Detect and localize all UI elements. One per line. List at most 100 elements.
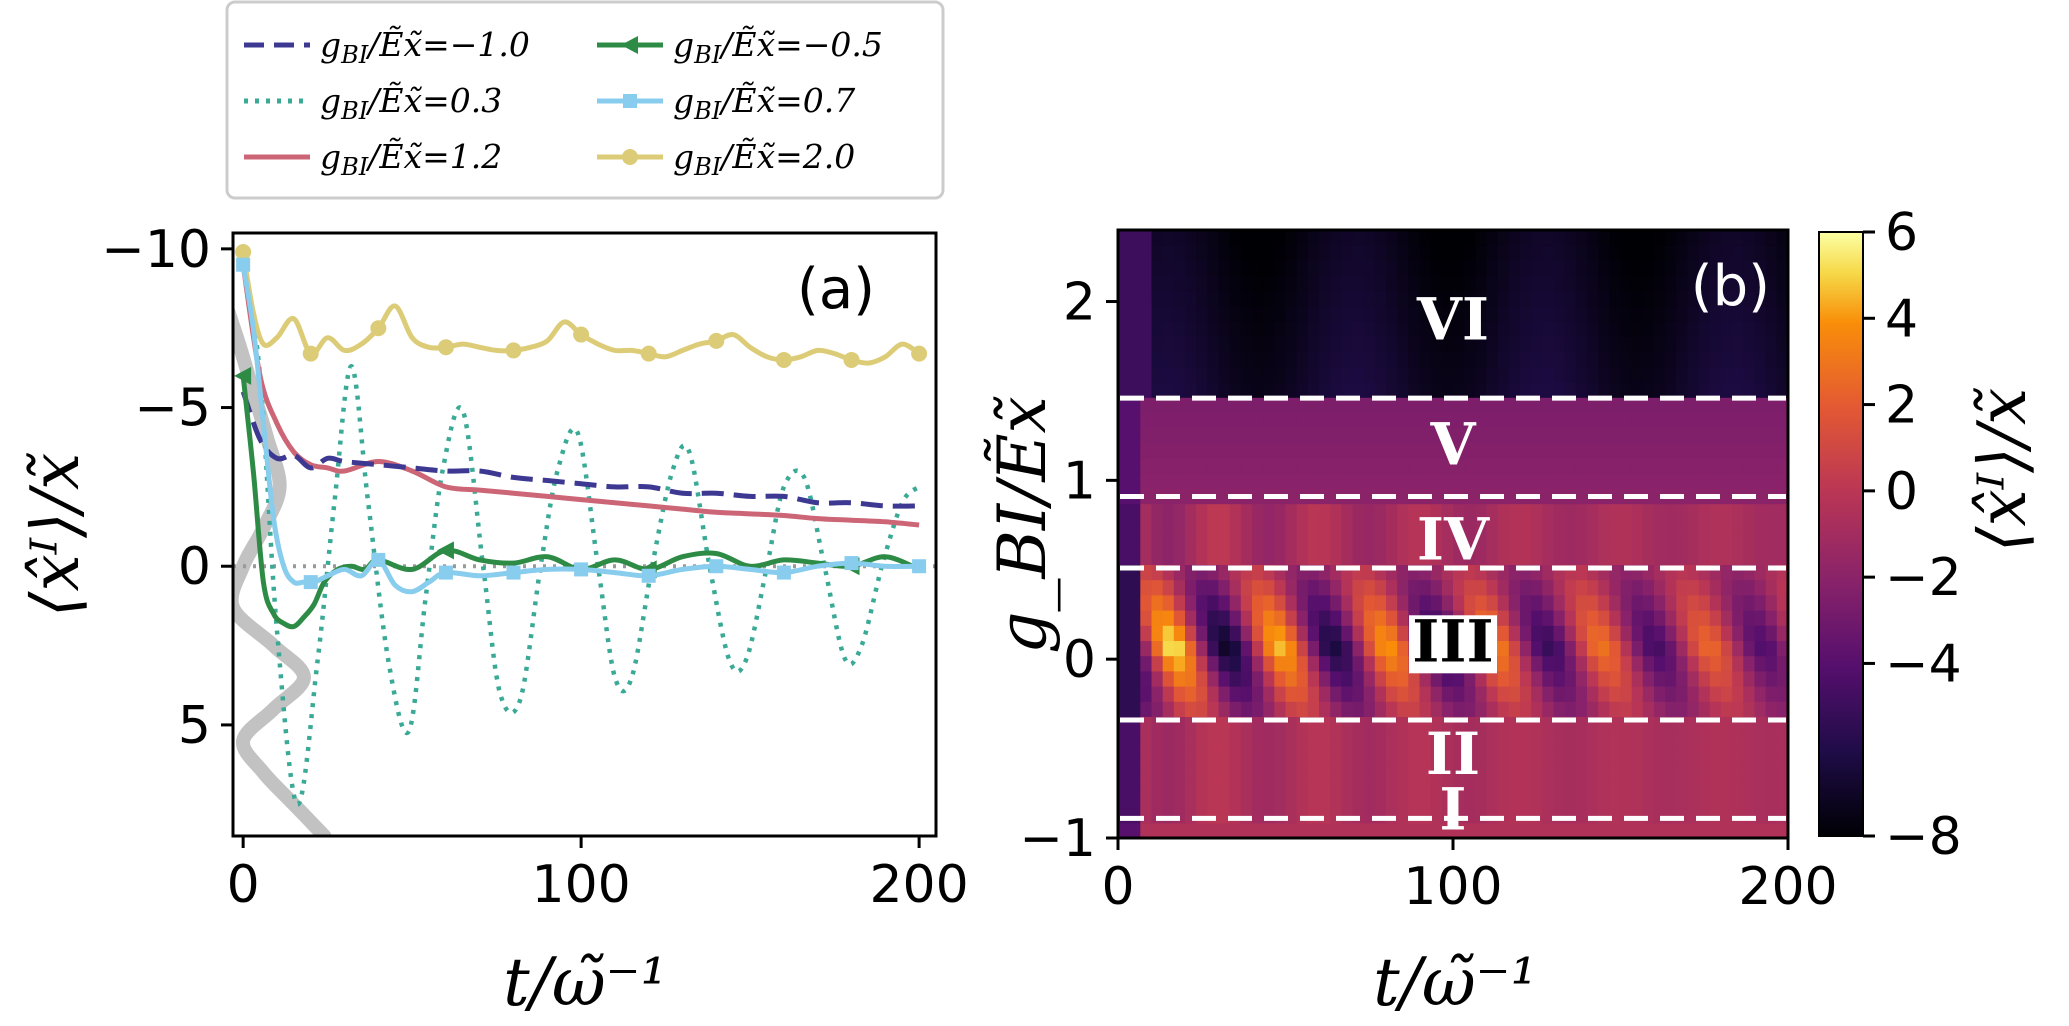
heatmap-cell [1464,245,1476,261]
heatmap-cell [1520,822,1532,838]
heatmap-cell [1263,579,1275,596]
heatmap-cell [1486,746,1499,763]
heatmap-cell [1587,807,1599,824]
heatmap-cell [1319,579,1331,596]
heatmap-cell [1642,777,1655,793]
heatmap-cell [1296,670,1309,687]
heatmap-cell [1140,564,1153,581]
heatmap-cell [1274,549,1287,565]
heatmap-cell [1173,792,1186,809]
heatmap-cell [1531,230,1543,246]
heatmap-cell [1263,382,1275,398]
heatmap-cell [1185,746,1197,763]
heatmap-cell [1151,321,1164,337]
heatmap-cell [1642,549,1655,565]
heatmap-cell [1709,579,1722,596]
heatmap-cell [1296,655,1309,672]
heatmap-cell [1620,746,1633,763]
heatmap-cell [1631,534,1644,550]
heatmap-cell [1598,579,1610,596]
heatmap-cell [1732,822,1744,838]
heatmap-cell [1240,731,1253,748]
heatmap-cell [1441,777,1454,793]
heatmap-cell [1631,686,1644,702]
heatmap-cell [1676,442,1689,459]
heatmap-cell [1531,321,1543,337]
heatmap-cell [1776,230,1788,246]
heatmap-cell [1486,290,1499,307]
heatmap-cell [1497,427,1510,444]
heatmap-cell [1698,807,1711,824]
heatmap-cell [1520,640,1532,657]
heatmap-cell [1531,473,1543,489]
heatmap-cell [1330,382,1342,398]
heatmap-cell [1408,382,1421,398]
heatmap-cell [1419,427,1432,444]
heatmap-cell [1151,777,1164,793]
heatmap-cell [1665,351,1677,368]
heatmap-cell [1430,503,1443,520]
heatmap-cell [1319,336,1331,353]
heatmap-cell [1240,807,1253,824]
heatmap-cell [1709,625,1722,641]
heatmap-cell [1687,686,1700,702]
heatmap-cell [1642,594,1655,611]
heatmap-cell [1441,275,1454,292]
heatmap-cell [1386,275,1398,292]
heatmap-cell [1508,336,1521,353]
heatmap-cell [1486,275,1499,292]
heatmap-cell [1129,290,1141,307]
heatmap-cell [1274,746,1287,763]
heatmap-cell [1185,366,1197,383]
heatmap-cell [1687,382,1700,398]
heatmap-cell [1687,792,1700,809]
heatmap-cell [1151,275,1164,292]
heatmap-cell [1274,290,1287,307]
heatmap-cell [1709,822,1722,838]
heatmap-cell [1330,716,1342,733]
heatmap-cell [1397,701,1409,717]
heatmap-cell [1408,397,1421,413]
heatmap-cell [1430,397,1443,413]
heatmap-cell [1118,746,1130,763]
heatmap-cell [1330,534,1342,550]
reference-curve [233,303,332,836]
heatmap-cell [1497,260,1510,277]
heatmap-cell [1140,534,1153,550]
heatmap-cell [1274,306,1287,322]
heatmap-cell [1296,822,1309,838]
heatmap-cell [1363,427,1376,444]
heatmap-cell [1497,351,1510,368]
heatmap-cell [1140,777,1153,793]
heatmap-cell [1196,807,1208,824]
heatmap-cell [1307,731,1320,748]
heatmap-cell [1698,260,1711,277]
heatmap-cell [1654,640,1666,657]
heatmap-cell [1330,321,1342,337]
heatmap-cell [1218,640,1231,657]
heatmap-cell [1252,625,1264,641]
heatmap-cell [1665,382,1677,398]
heatmap-cell [1229,640,1242,657]
b-ytick-label: 1 [1063,451,1096,511]
heatmap-cell [1508,701,1521,717]
heatmap-cell [1151,670,1164,687]
heatmap-cell [1207,640,1220,657]
heatmap-cell [1553,397,1566,413]
heatmap-cell [1240,336,1253,353]
heatmap-cell [1441,351,1454,368]
heatmap-cell [1475,746,1488,763]
heatmap-cell [1196,245,1208,261]
heatmap-cell [1520,670,1532,687]
heatmap-cell [1352,397,1365,413]
heatmap-cell [1721,412,1733,429]
heatmap-cell [1464,442,1476,459]
heatmap-cell [1665,762,1677,778]
heatmap-cell [1497,336,1510,353]
heatmap-cell [1654,321,1666,337]
heatmap-cell [1475,670,1488,687]
heatmap-cell [1709,640,1722,657]
heatmap-cell [1575,534,1588,550]
heatmap-cell [1531,382,1543,398]
heatmap-cell [1698,746,1711,763]
